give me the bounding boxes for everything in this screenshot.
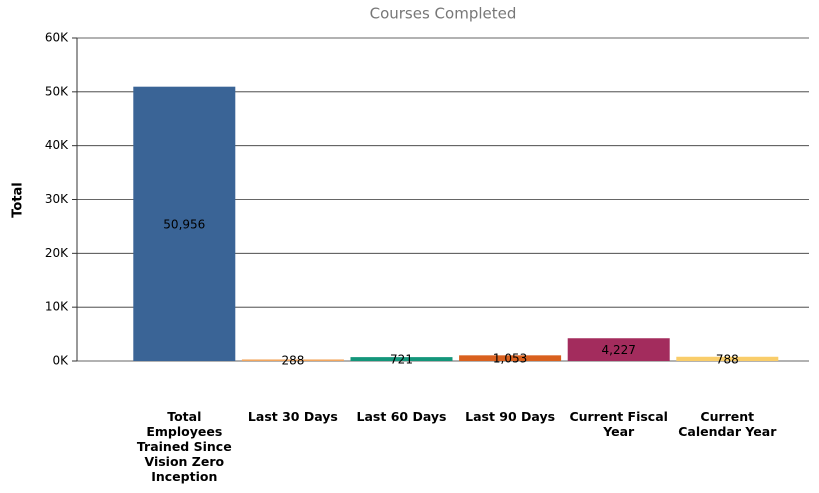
y-tick-label: 0K	[52, 354, 69, 368]
y-tick-label: 60K	[45, 31, 69, 45]
bar	[459, 355, 562, 361]
bar	[241, 359, 344, 361]
x-tick-label: Total Employees Trained Since Vision Zer…	[136, 409, 232, 484]
y-tick-label: 30K	[45, 192, 69, 206]
y-tick-label: 40K	[45, 138, 69, 152]
data-label: 721	[390, 353, 413, 367]
data-label: 288	[281, 354, 304, 368]
y-tick-label: 20K	[45, 246, 69, 260]
data-label: 50,956	[163, 217, 205, 231]
x-tick-label: Current Fiscal Year	[569, 409, 668, 439]
y-axis-label: Total	[11, 182, 26, 218]
bar	[567, 338, 670, 361]
data-label: 788	[716, 352, 739, 366]
y-tick-label: 10K	[45, 300, 69, 314]
y-tick-label: 50K	[45, 84, 69, 98]
x-tick-label: Last 60 Days	[356, 409, 447, 424]
bar	[676, 356, 779, 361]
bar	[350, 357, 453, 361]
bar	[133, 86, 236, 362]
x-tick-label: Last 30 Days	[247, 409, 338, 424]
x-tick-label: Last 90 Days	[465, 409, 556, 424]
x-tick-label: Current Calendar Year	[678, 409, 777, 439]
data-label: 4,227	[602, 343, 636, 357]
data-label: 1,053	[493, 352, 527, 366]
chart-title: Courses Completed	[370, 5, 517, 23]
